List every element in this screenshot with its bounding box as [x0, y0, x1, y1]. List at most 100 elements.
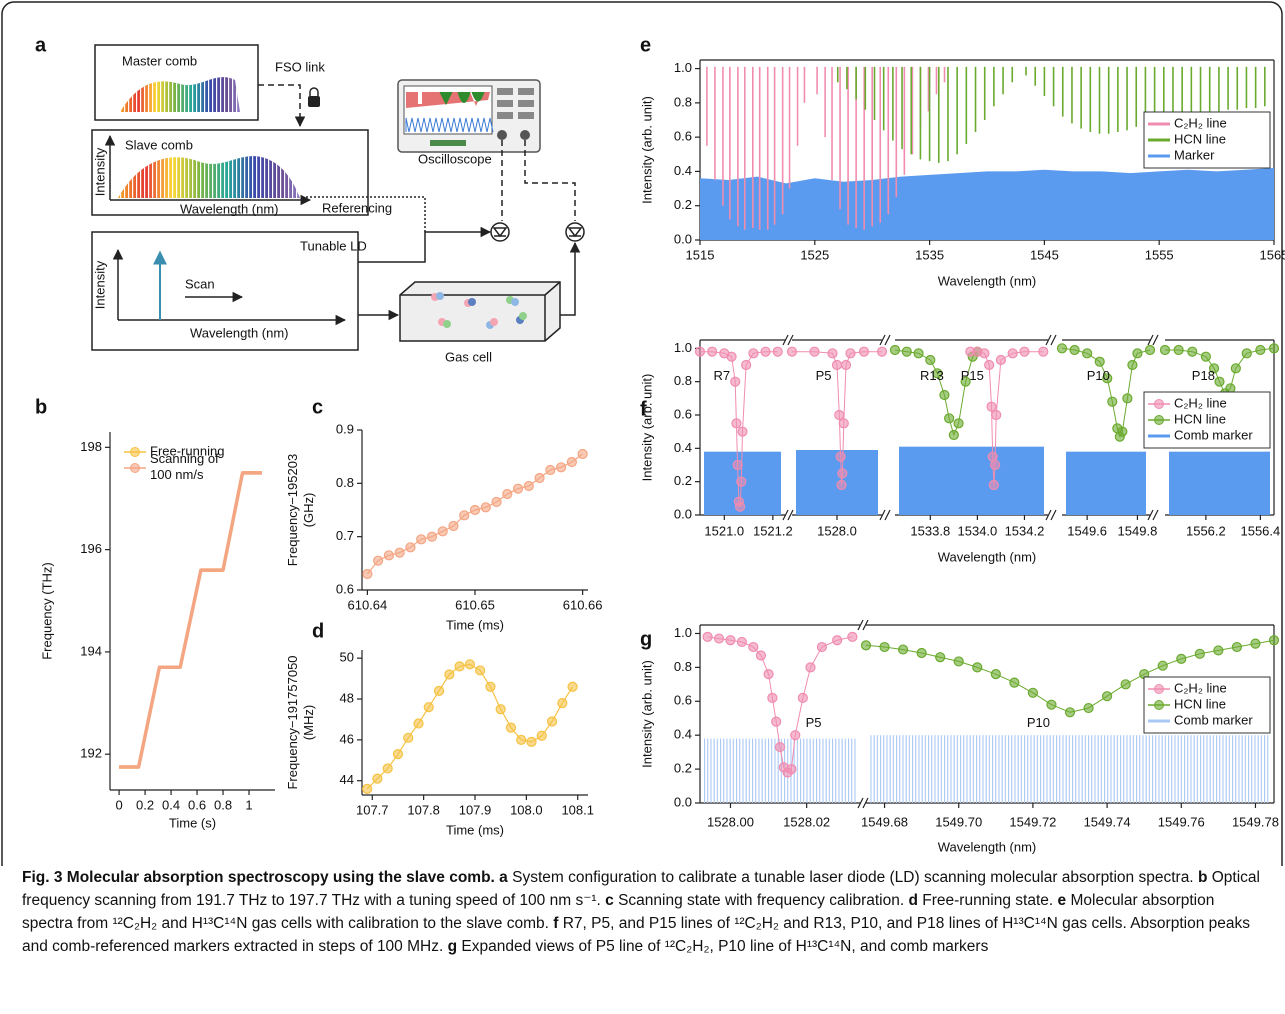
data-point — [786, 346, 798, 357]
x-tick-label: 0 — [115, 797, 122, 812]
data-point — [953, 656, 964, 667]
y-axis-title: Intensity (arb. unit) — [639, 660, 654, 768]
data-point — [383, 550, 395, 561]
data-line — [366, 663, 574, 790]
data-point — [1019, 346, 1030, 357]
data-point — [1122, 393, 1133, 404]
x-tick-label: 107.9 — [459, 802, 492, 817]
data-point — [362, 783, 373, 794]
data-point — [423, 702, 434, 713]
panel-label: f — [640, 398, 647, 420]
x-tick-label: 1549.78 — [1232, 814, 1279, 829]
data-point — [433, 685, 445, 696]
data-point — [1268, 635, 1280, 646]
legend-label: HCN line — [1174, 696, 1226, 711]
y-axis-title: Frequency (THz) — [39, 562, 54, 660]
y-tick-label: 0.9 — [336, 421, 354, 436]
data-point — [555, 462, 567, 473]
data-point — [448, 520, 459, 532]
data-line — [894, 349, 978, 436]
x-tick-label: 1528.0 — [817, 523, 857, 538]
panel-label: c — [312, 396, 323, 418]
caption-text: Free-running state. — [922, 892, 1054, 909]
data-point — [1117, 426, 1128, 437]
axis-break — [879, 509, 886, 521]
axis-break — [1045, 334, 1052, 346]
data-point — [1157, 660, 1168, 671]
data-point — [835, 451, 846, 462]
data-point — [694, 346, 706, 357]
x-tick-label: 610.64 — [347, 597, 387, 612]
data-point — [988, 479, 999, 491]
data-point — [809, 346, 820, 357]
y-tick-label: 1.0 — [674, 60, 692, 75]
x-tick-label: 1521.2 — [753, 523, 793, 538]
axis-break — [862, 797, 869, 809]
x-tick-label: 107.8 — [407, 802, 440, 817]
data-point — [713, 633, 725, 644]
data-point — [1176, 653, 1187, 665]
data-point — [1056, 343, 1068, 354]
data-point — [1241, 348, 1252, 359]
x-tick-label: 1556.2 — [1186, 523, 1226, 538]
axis-break — [857, 619, 864, 631]
axis-break — [884, 334, 891, 346]
comb-marker — [796, 450, 878, 515]
line-label: R7 — [713, 368, 730, 383]
caption-letter: g — [447, 938, 458, 955]
y-tick-label: 0.8 — [674, 659, 692, 674]
data-point — [1102, 373, 1113, 384]
data-point — [1046, 699, 1057, 710]
y-tick-label: 198 — [80, 439, 102, 454]
diagram-label: Master comb — [122, 53, 197, 68]
panel-label: d — [312, 620, 324, 642]
data-point — [960, 376, 971, 387]
data-point — [1173, 344, 1184, 356]
axis-break — [787, 509, 794, 521]
y-tick-label: 0.0 — [674, 231, 692, 246]
y-axis-title: Frequency−195203(GHz) — [286, 454, 317, 566]
data-point — [491, 496, 502, 508]
data-point — [567, 681, 578, 692]
y-tick-label: 0.2 — [674, 197, 692, 212]
comb-marker — [1169, 451, 1270, 515]
data-point — [405, 542, 416, 553]
data-point — [726, 351, 737, 362]
y-tick-label: 196 — [80, 541, 102, 556]
axis-break — [857, 797, 864, 809]
x-tick-label: 0.6 — [188, 797, 206, 812]
panel-label: g — [640, 628, 652, 650]
data-point — [437, 526, 448, 537]
data-point — [1127, 359, 1138, 371]
caption-text: Optical frequency scanning from 191.7 TH… — [22, 869, 1260, 909]
data-point — [944, 413, 955, 424]
y-tick-label: 1.0 — [674, 625, 692, 640]
data-point — [901, 346, 912, 357]
data-point — [464, 659, 475, 670]
x-tick-label: 0.4 — [162, 797, 180, 812]
caption-text: Expanded views of P5 line of ¹²C₂H₂, P10… — [461, 938, 989, 955]
data-point — [1132, 348, 1143, 359]
data-point — [840, 359, 852, 371]
y-tick-label: 50 — [340, 650, 354, 665]
line-label: P10 — [1027, 715, 1050, 730]
data-point — [1159, 344, 1171, 356]
x-tick-label: 1565 — [1260, 247, 1285, 262]
axis-break — [1045, 509, 1052, 521]
data-point — [495, 704, 506, 715]
y-tick-label: 0.8 — [336, 475, 354, 490]
data-point — [444, 669, 455, 680]
data-point — [1187, 346, 1198, 357]
diagram-label: Slave comb — [125, 137, 193, 152]
x-tick-label: 0.8 — [214, 797, 232, 812]
data-point — [989, 459, 1001, 471]
data-point — [469, 504, 481, 516]
line-label: P5 — [816, 368, 832, 383]
data-point — [979, 348, 990, 359]
data-point — [545, 464, 556, 476]
axis-break — [782, 334, 789, 346]
axis-break — [1050, 334, 1057, 346]
data-line — [119, 471, 262, 769]
axis-break — [1050, 509, 1057, 521]
